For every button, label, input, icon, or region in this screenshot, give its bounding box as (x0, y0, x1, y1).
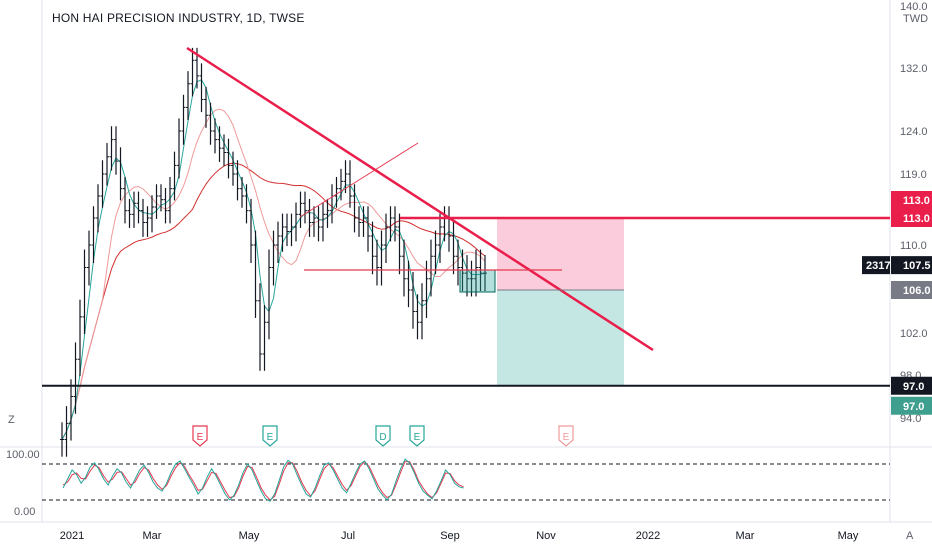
time-tick-label: Mar (736, 530, 755, 542)
currency-label: TWD (903, 13, 928, 25)
time-tick-label: Jul (341, 530, 355, 542)
support-badge-lower-text: 97.0 (903, 401, 924, 413)
event-marker-label: E (414, 432, 421, 443)
price-tick-label: 102.0 (900, 328, 928, 340)
price-tick-label: 94.0 (900, 413, 921, 425)
resistance-badge-text: 113.0 (903, 213, 930, 225)
time-tick-label: Nov (536, 530, 556, 542)
auto-scale-label: A (906, 530, 914, 542)
chart-title: HON HAI PRECISION INDUSTRY, 1D, TWSE (52, 11, 305, 25)
time-tick-label: Sep (440, 530, 460, 542)
price-tick-label: 124.0 (900, 126, 928, 138)
z-label: Z (8, 414, 15, 426)
time-tick-label: May (239, 530, 260, 542)
time-tick-label: May (838, 530, 859, 542)
price-tick-label: 110.0 (900, 240, 927, 252)
countdown-badge-text: 2317 (866, 260, 890, 272)
event-marker-label: D (379, 432, 386, 443)
last-price-badge-text: 107.5 (903, 260, 931, 272)
time-tick-label: 2022 (636, 530, 660, 542)
last-price-badge: 107.5 (891, 256, 932, 274)
price-tick-label: 140.0 (900, 1, 928, 13)
support-badge: 97.0 (891, 377, 932, 395)
oscillator-upper-label: 100.00 (6, 449, 40, 461)
time-tick-label: 2021 (60, 530, 84, 542)
stop-loss-zone (497, 218, 624, 290)
time-tick-label: Mar (143, 530, 162, 542)
oscillator-lower-label: 0.00 (14, 506, 35, 518)
price-tick-label: 132.0 (900, 63, 928, 75)
event-marker-label: E (197, 432, 204, 443)
event-marker-label: E (267, 432, 274, 443)
resistance-badge-upper-text: 113.0 (903, 195, 930, 207)
support-badge-text: 97.0 (903, 381, 924, 393)
support-badge-lower: 97.0 (891, 397, 932, 415)
price-tick-label: 119.0 (900, 169, 927, 181)
take-profit-zone (497, 290, 624, 386)
resistance-badge-upper: 113.0 (891, 191, 932, 209)
stop-target-badge: 106.0 (891, 281, 932, 299)
stop-target-badge-text: 106.0 (903, 285, 931, 297)
consolidation-box (460, 270, 495, 292)
event-marker-label: E (563, 432, 570, 443)
resistance-badge: 113.0 (891, 209, 932, 227)
